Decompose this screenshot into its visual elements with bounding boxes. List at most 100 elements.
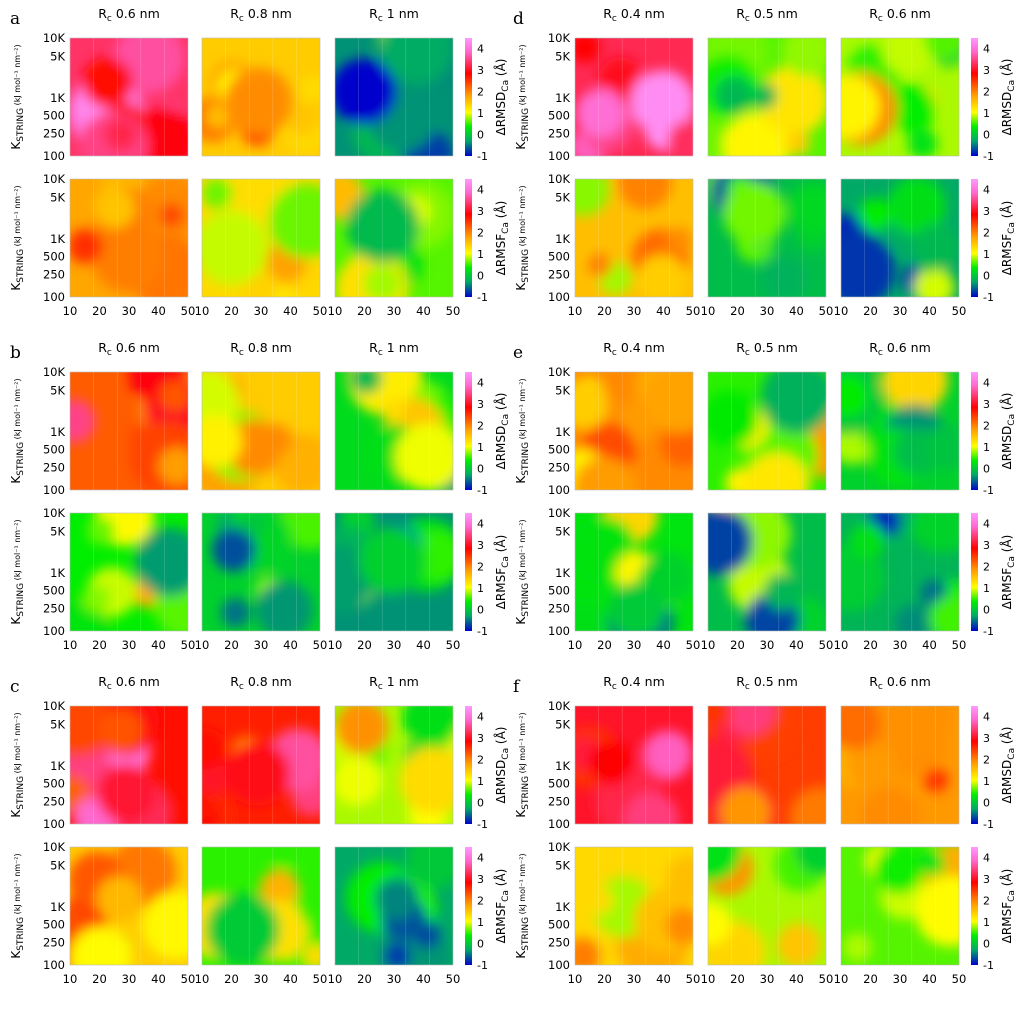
y-tick-label: 500 — [548, 583, 570, 597]
heatmap-cell — [220, 597, 251, 628]
column-title: Rc 1 nm — [369, 340, 419, 358]
colorbar-tick-label: 1 — [477, 441, 484, 454]
panel-frame — [334, 178, 454, 298]
heatmap-panel — [574, 178, 694, 298]
heatmap-cell — [268, 183, 320, 259]
heatmap-cell — [202, 414, 243, 468]
colorbar-tick-label: 1 — [983, 107, 990, 120]
heatmap-content — [335, 513, 453, 631]
y-tick-label: 250 — [43, 127, 65, 141]
heatmap-blobs — [202, 60, 320, 155]
colorbar-tick-label: 0 — [477, 129, 484, 142]
colorbar-tick-label: 4 — [983, 43, 990, 56]
heatmap-panel — [840, 37, 960, 157]
heatmap-content — [335, 706, 453, 824]
heatmap-blobs — [575, 513, 693, 631]
x-tick-label: 40 — [789, 972, 804, 986]
y-axis-label: KSTRING (kJ mol⁻¹ nm⁻²) — [514, 853, 531, 958]
panel-frame — [201, 512, 321, 632]
colorbar-label: ΔRMSFCa (Å) — [999, 201, 1017, 276]
heatmap-panel — [574, 512, 694, 632]
x-tick-label: 30 — [254, 972, 269, 986]
y-axis-label: KSTRING (kJ mol⁻¹ nm⁻²) — [9, 185, 26, 290]
heatmap-blobs — [575, 38, 693, 156]
colorbar-tick-label: 0 — [477, 463, 484, 476]
x-tick-label: 30 — [387, 972, 402, 986]
heatmap-cell — [637, 254, 687, 297]
colorbar-tick-label: 4 — [477, 518, 484, 531]
heatmap-content — [202, 38, 320, 156]
x-tick-label: 10 — [328, 304, 343, 318]
y-tick-label: 1K — [555, 91, 570, 105]
x-tick-label: 50 — [181, 638, 196, 652]
colorbar-tick-label: 2 — [983, 420, 990, 433]
x-tick-label: 50 — [952, 638, 967, 652]
heatmap-cell — [608, 582, 665, 631]
y-tick-label: 500 — [43, 442, 65, 456]
heatmap-blobs — [841, 706, 954, 824]
heatmap-cell — [758, 65, 826, 136]
heatmap-blobs — [202, 847, 320, 965]
x-tick-label: 10 — [568, 304, 583, 318]
heatmap-content — [575, 372, 693, 490]
heatmap-cell — [202, 179, 233, 209]
colorbar-tick-label: -1 — [983, 959, 994, 972]
heatmap-panel — [69, 178, 189, 298]
heatmap-cell — [923, 767, 949, 792]
colorbar-tick-label: 3 — [983, 732, 990, 745]
column-title: Rc 0.5 nm — [736, 340, 798, 358]
colorbar — [971, 179, 978, 297]
heatmap-content — [841, 38, 959, 156]
y-tick-label: 5K — [555, 524, 570, 538]
y-tick-label: 1K — [50, 91, 65, 105]
heatmap-cell — [158, 447, 188, 486]
x-tick-label: 50 — [819, 638, 834, 652]
heatmap-cell — [719, 786, 772, 824]
x-tick-label: 10 — [834, 638, 849, 652]
x-tick-label: 20 — [357, 304, 372, 318]
column-title: Rc 1 nm — [369, 674, 419, 692]
x-tick-label: 50 — [819, 972, 834, 986]
y-tick-label: 10K — [43, 506, 66, 520]
x-tick-label: 50 — [313, 972, 328, 986]
panel-frame — [574, 705, 694, 825]
colorbar-tick-label: 4 — [477, 377, 484, 390]
heatmap-cell — [841, 542, 886, 612]
y-tick-label: 250 — [43, 461, 65, 475]
x-tick-label: 40 — [789, 638, 804, 652]
heatmap-cell — [887, 179, 947, 236]
colorbar-tick-label: 3 — [983, 873, 990, 886]
heatmap-blobs — [841, 372, 959, 487]
heatmap-cell — [70, 926, 132, 965]
heatmap-cell — [300, 76, 320, 102]
panel-letter-f: f — [513, 677, 521, 697]
panel-letter-c: c — [10, 677, 20, 697]
y-tick-label: 500 — [43, 776, 65, 790]
x-tick-label: 40 — [789, 304, 804, 318]
x-tick-label: 20 — [597, 304, 612, 318]
heatmap-panel — [707, 512, 827, 632]
colorbar-tick-label: 3 — [983, 398, 990, 411]
heatmap-panel — [201, 371, 321, 491]
colorbar-tick-label: 3 — [983, 205, 990, 218]
heatmap-cell — [847, 740, 897, 790]
colorbar-tick-label: 3 — [477, 64, 484, 77]
heatmap-panel — [69, 705, 189, 825]
heatmap-cell — [924, 38, 959, 60]
colorbar-tick-label: 3 — [477, 398, 484, 411]
heatmap-cell — [363, 264, 402, 297]
heatmap-cell — [82, 57, 133, 108]
heatmap-cell — [86, 516, 116, 546]
colorbar-tick-label: 3 — [477, 732, 484, 745]
heatmap-cell — [98, 708, 143, 753]
colorbar-tick-label: -1 — [477, 484, 488, 497]
colorbar-tick-label: 1 — [477, 248, 484, 261]
heatmap-cell — [575, 937, 602, 965]
x-tick-label: 30 — [893, 638, 908, 652]
heatmap-panel — [201, 37, 321, 157]
panel-frame — [840, 371, 960, 491]
column-title: Rc 0.5 nm — [736, 674, 798, 692]
y-tick-label: 250 — [548, 268, 570, 282]
x-tick-label: 30 — [254, 304, 269, 318]
